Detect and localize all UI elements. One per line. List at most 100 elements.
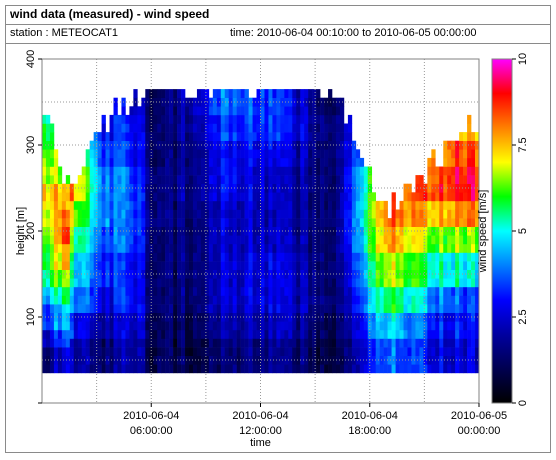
heatmap-cell — [173, 226, 178, 236]
heatmap-cell — [308, 106, 313, 116]
heatmap-cell — [332, 355, 337, 365]
heatmap-cell — [431, 200, 436, 210]
heatmap-cell — [312, 355, 317, 365]
y-tick-label: 100 — [25, 308, 37, 326]
heatmap-cell — [185, 304, 190, 313]
heatmap-cell — [240, 218, 245, 227]
heatmap-cell — [117, 269, 122, 279]
heatmap-cell — [371, 329, 377, 339]
heatmap-cell — [459, 329, 464, 339]
heatmap-cell — [304, 286, 309, 296]
heatmap-cell — [77, 321, 83, 331]
heatmap-cell — [300, 114, 305, 124]
heatmap-cell — [471, 295, 476, 305]
heatmap-cell — [463, 149, 468, 159]
heatmap-cell — [45, 321, 51, 331]
heatmap-cell — [192, 286, 198, 296]
heatmap-cell — [363, 200, 369, 210]
heatmap-cell — [411, 200, 416, 210]
heatmap-cell — [192, 132, 198, 141]
heatmap-cell — [343, 329, 349, 339]
heatmap-cell — [204, 192, 210, 202]
heatmap-cell — [371, 304, 377, 313]
heatmap-cell — [101, 200, 106, 210]
heatmap-cell — [196, 183, 202, 193]
heatmap-cell — [232, 329, 237, 339]
heatmap-cell — [49, 269, 55, 279]
heatmap-cell — [153, 304, 158, 313]
heatmap-cell — [411, 218, 416, 227]
heatmap-cell — [276, 97, 281, 107]
heatmap-cell — [324, 157, 329, 167]
heatmap-cell — [284, 114, 289, 124]
heatmap-cell — [196, 269, 202, 279]
heatmap-cell — [371, 226, 377, 236]
heatmap-cell — [276, 209, 281, 219]
heatmap-cell — [387, 218, 392, 227]
heatmap-cell — [224, 209, 230, 219]
heatmap-cell — [391, 338, 396, 348]
heatmap-cell — [252, 304, 257, 313]
heatmap-cell — [169, 338, 174, 348]
heatmap-cell — [77, 252, 83, 262]
heatmap-cell — [419, 321, 424, 331]
heatmap-cell — [153, 295, 158, 305]
heatmap-cell — [181, 329, 186, 339]
heatmap-cell — [415, 261, 420, 270]
heatmap-cell — [431, 312, 436, 322]
heatmap-cell — [177, 261, 182, 270]
heatmap-cell — [324, 175, 329, 184]
heatmap-cell — [204, 295, 210, 305]
heatmap-cell — [387, 243, 392, 253]
heatmap-cell — [371, 252, 377, 262]
heatmap-cell — [196, 338, 202, 348]
heatmap-cell — [292, 175, 297, 184]
heatmap-cell — [324, 295, 329, 305]
heatmap-cell — [117, 140, 122, 150]
heatmap-cell — [332, 140, 337, 150]
heatmap-cell — [125, 269, 130, 279]
heatmap-cell — [316, 295, 321, 305]
heatmap-cell — [137, 149, 142, 159]
heatmap-cell — [161, 114, 166, 124]
heatmap-cell — [196, 218, 202, 227]
heatmap-cell — [256, 286, 261, 296]
heatmap-cell — [260, 286, 265, 296]
heatmap-cell — [284, 183, 289, 193]
heatmap-cell — [185, 321, 190, 331]
heatmap-cell — [335, 235, 341, 245]
heatmap-cell — [355, 149, 361, 159]
heatmap-cell — [65, 226, 71, 236]
heatmap-cell — [431, 355, 436, 365]
heatmap-cell — [351, 278, 357, 288]
heatmap-cell — [157, 347, 162, 356]
heatmap-cell — [427, 235, 432, 245]
heatmap-cell — [248, 329, 253, 339]
heatmap-cell — [332, 243, 337, 253]
heatmap-cell — [105, 226, 110, 236]
heatmap-cell — [113, 329, 118, 339]
heatmap-cell — [81, 286, 86, 296]
heatmap-cell — [117, 364, 122, 374]
heatmap-cell — [97, 218, 102, 227]
heatmap-cell — [260, 278, 265, 288]
heatmap-cell — [232, 347, 237, 356]
heatmap-cell — [272, 106, 277, 116]
heatmap-cell — [240, 364, 245, 374]
heatmap-cell — [387, 269, 392, 279]
heatmap-cell — [244, 235, 249, 245]
heatmap-cell — [459, 166, 464, 176]
heatmap-cell — [93, 140, 98, 150]
heatmap-cell — [375, 321, 380, 331]
heatmap-cell — [248, 140, 253, 150]
heatmap-cell — [284, 226, 289, 236]
heatmap-cell — [177, 278, 182, 288]
heatmap-cell — [328, 286, 333, 296]
heatmap-cell — [137, 338, 142, 348]
heatmap-cell — [308, 209, 313, 219]
heatmap-cell — [208, 106, 214, 116]
heatmap-cell — [343, 140, 349, 150]
heatmap-cell — [113, 355, 118, 365]
heatmap-cell — [339, 347, 345, 356]
heatmap-cell — [248, 132, 253, 141]
